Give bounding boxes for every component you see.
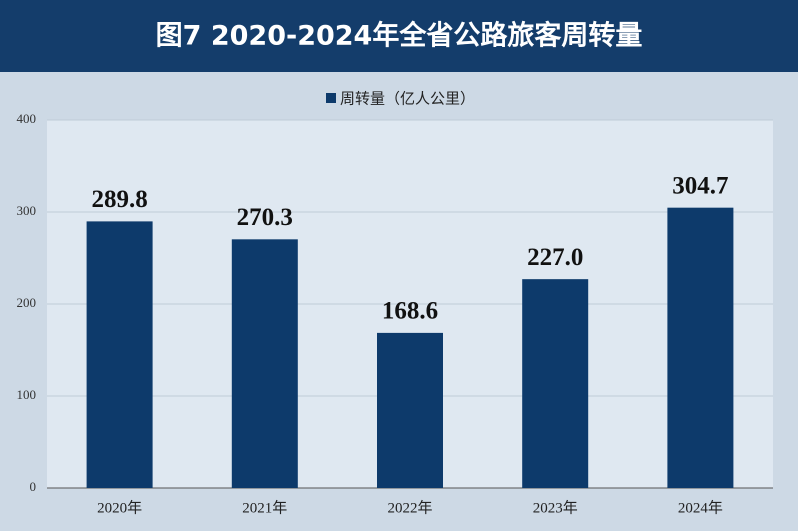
bar	[377, 332, 443, 488]
y-tick-label: 400	[17, 111, 37, 126]
chart-title: 图7 2020-2024年全省公路旅客周转量	[156, 20, 643, 52]
x-tick-label: 2023年	[533, 499, 578, 516]
x-tick-label: 2021年	[242, 499, 287, 516]
value-label: 227.0	[527, 244, 583, 271]
value-label: 304.7	[672, 172, 728, 199]
y-tick-label: 100	[17, 387, 37, 402]
x-tick-label: 2024年	[678, 499, 723, 516]
value-label: 168.6	[382, 298, 438, 325]
bar	[86, 221, 153, 488]
x-tick-label: 2020年	[97, 499, 142, 516]
value-label: 289.8	[91, 186, 147, 213]
x-tick-label: 2022年	[387, 499, 432, 516]
bar	[231, 239, 298, 488]
y-tick-label: 0	[30, 479, 37, 494]
value-label: 270.3	[237, 204, 293, 231]
bar	[522, 279, 589, 488]
legend-label: 周转量（亿人公里）	[340, 90, 475, 108]
y-tick-label: 200	[17, 295, 37, 310]
title-bar	[0, 0, 798, 72]
y-tick-label: 300	[17, 203, 37, 218]
legend-swatch	[326, 93, 336, 103]
bar	[667, 207, 734, 488]
